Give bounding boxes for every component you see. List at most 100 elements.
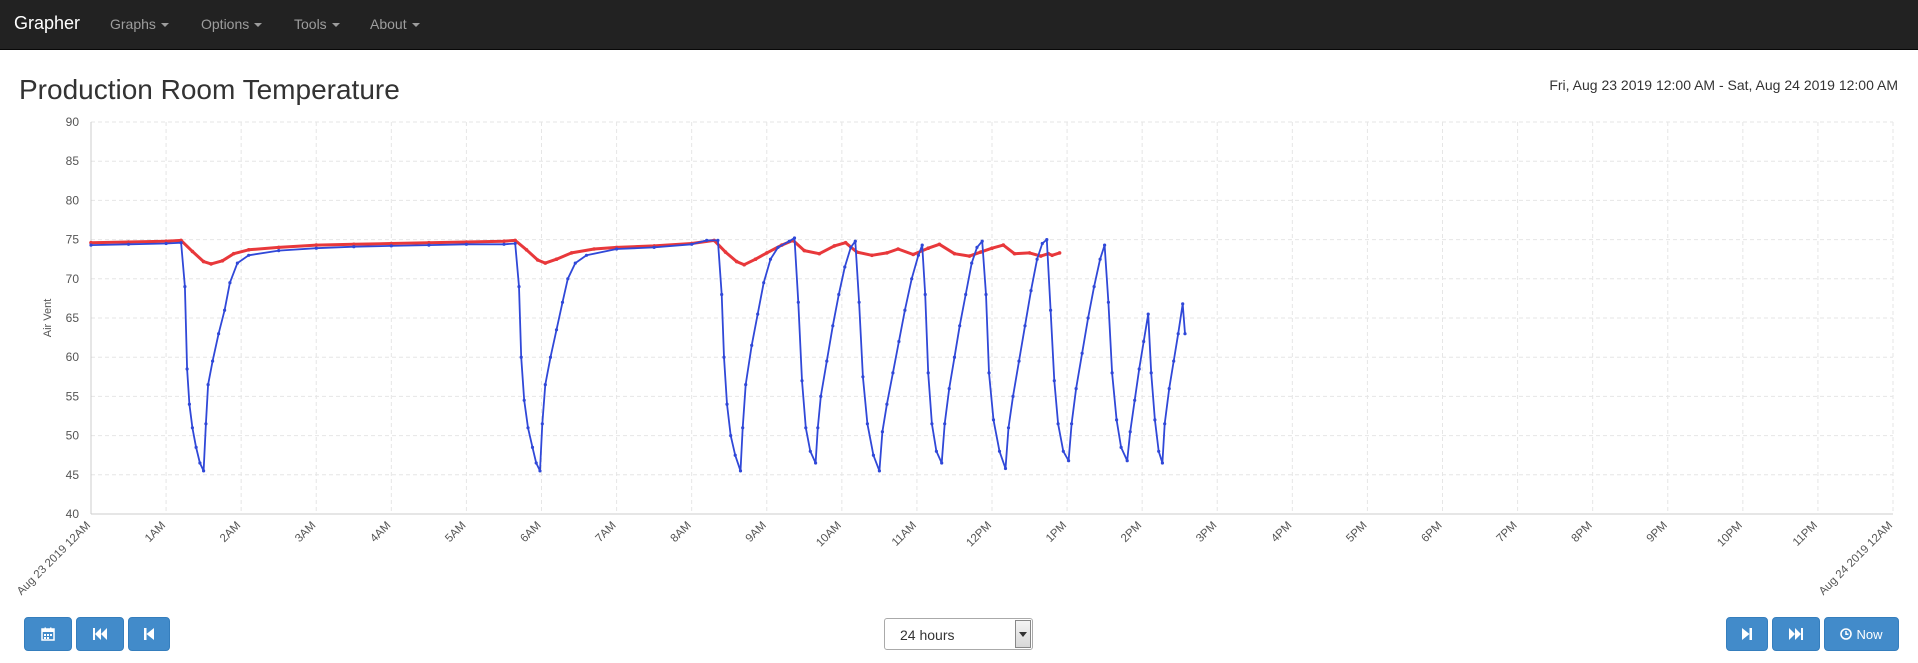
nav-menu-graphs[interactable]: Graphs xyxy=(110,16,169,32)
data-point xyxy=(970,261,974,265)
data-point xyxy=(952,251,957,256)
data-point xyxy=(427,243,431,247)
data-point xyxy=(825,359,829,363)
data-point xyxy=(865,422,870,426)
data-point xyxy=(126,242,131,246)
fast-forward-button[interactable] xyxy=(1772,617,1820,651)
data-point xyxy=(217,332,221,336)
data-point xyxy=(885,251,889,255)
y-tick-label: 70 xyxy=(66,272,80,286)
nav-menu-options[interactable]: Options xyxy=(201,16,263,32)
data-point xyxy=(126,240,131,244)
data-point xyxy=(877,469,882,473)
data-point xyxy=(885,402,889,406)
data-point xyxy=(543,383,547,387)
data-point xyxy=(897,339,901,344)
x-tick-label: 6PM xyxy=(1419,520,1444,545)
data-point xyxy=(729,434,733,438)
data-point xyxy=(179,238,183,243)
x-tick-label: 2AM xyxy=(218,520,243,545)
data-point xyxy=(592,247,596,251)
data-point xyxy=(923,292,927,297)
data-point xyxy=(427,240,431,245)
data-point xyxy=(750,343,754,347)
data-point xyxy=(246,248,251,252)
data-point xyxy=(89,240,93,245)
brand-logo[interactable]: Grapher xyxy=(14,13,81,33)
temperature-chart[interactable]: 40 45 50 55 60 65 70 75 80 85 90 Aug 23 2019 12AM 1… xyxy=(0,108,1918,608)
data-point xyxy=(947,387,951,391)
x-tick-label: 6AM xyxy=(518,520,543,545)
data-point xyxy=(832,244,837,248)
data-point xyxy=(190,426,194,430)
data-point xyxy=(1119,445,1123,449)
data-point xyxy=(725,402,729,406)
data-point xyxy=(187,402,191,406)
data-point xyxy=(705,238,709,242)
nav-menu-tools[interactable]: Tools xyxy=(294,16,340,32)
data-point xyxy=(816,426,820,430)
data-point xyxy=(554,257,559,261)
data-point xyxy=(722,355,726,359)
step-forward-button[interactable] xyxy=(1726,617,1768,651)
series-0 xyxy=(89,238,1062,267)
data-point xyxy=(1098,257,1102,261)
time-range-select[interactable]: 24 hours xyxy=(884,618,1033,650)
time-range-value: 24 hours xyxy=(900,627,955,643)
data-point xyxy=(1146,312,1150,316)
data-point xyxy=(314,246,318,250)
data-point xyxy=(538,469,542,473)
chart-grid xyxy=(90,121,1894,515)
x-tick-label: 10AM xyxy=(814,520,844,550)
y-tick-label: 65 xyxy=(66,311,80,325)
data-point xyxy=(89,243,93,247)
data-point xyxy=(1160,461,1164,465)
data-point xyxy=(566,277,570,281)
data-point xyxy=(857,300,861,304)
data-point xyxy=(690,242,694,246)
fast-forward-icon xyxy=(1789,628,1803,640)
data-point xyxy=(615,247,619,251)
data-point xyxy=(1080,351,1084,355)
y-axis: 40 45 50 55 60 65 70 75 80 85 90 xyxy=(66,115,92,521)
data-point xyxy=(206,383,210,387)
data-point xyxy=(522,398,526,402)
x-tick-label: 4PM xyxy=(1269,520,1294,545)
data-point xyxy=(716,238,720,242)
nav-menu-tools-label: Tools xyxy=(294,16,327,32)
data-point xyxy=(185,367,189,371)
data-point xyxy=(1153,418,1157,422)
x-tick-label: 7AM xyxy=(593,520,618,545)
data-point xyxy=(1050,253,1054,258)
nav-menu-about[interactable]: About xyxy=(370,16,420,32)
dropdown-arrow-icon[interactable] xyxy=(1015,620,1031,648)
data-point xyxy=(1172,359,1176,363)
x-tick-label: 5PM xyxy=(1344,520,1369,545)
caret-down-icon xyxy=(411,23,420,28)
data-point xyxy=(776,245,780,249)
data-point xyxy=(930,422,934,426)
data-point xyxy=(1133,398,1137,402)
now-button[interactable]: Now xyxy=(1824,617,1899,651)
data-point xyxy=(652,245,656,249)
data-point xyxy=(1181,302,1185,306)
data-point xyxy=(548,355,553,359)
data-point xyxy=(1012,251,1017,256)
data-point xyxy=(880,430,885,434)
data-point xyxy=(871,453,876,457)
data-point xyxy=(903,308,907,312)
data-point xyxy=(573,261,577,265)
data-point xyxy=(926,371,930,375)
data-point xyxy=(502,239,506,243)
data-point xyxy=(352,242,356,247)
calendar-button[interactable] xyxy=(24,617,72,651)
clock-icon xyxy=(1840,628,1853,640)
data-point xyxy=(247,253,251,257)
data-point xyxy=(723,250,728,254)
step-backward-button[interactable] xyxy=(128,617,170,651)
x-tick-label: 1AM xyxy=(143,520,168,545)
data-point xyxy=(560,300,565,304)
data-point xyxy=(209,262,213,266)
fast-backward-button[interactable] xyxy=(76,617,124,651)
data-point xyxy=(796,300,800,304)
